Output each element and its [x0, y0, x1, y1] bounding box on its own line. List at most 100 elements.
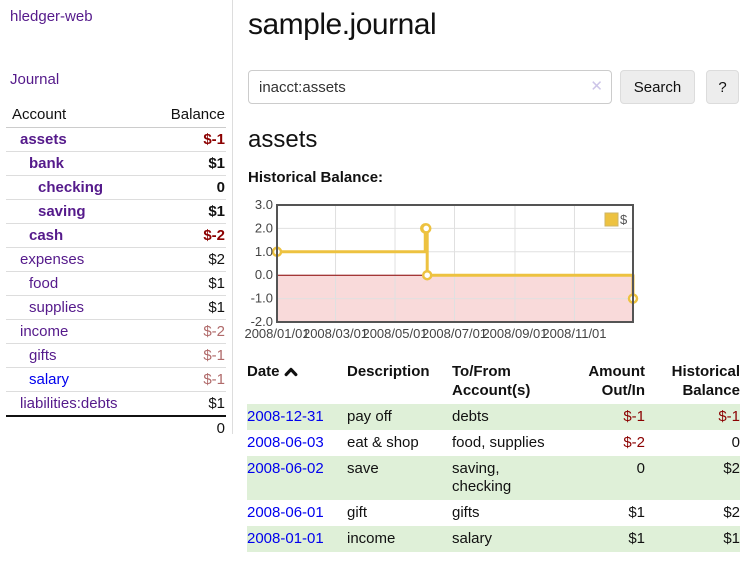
sidebar: hledger-web Journal Account Balance asse… — [0, 0, 233, 440]
account-link-checking[interactable]: checking — [38, 179, 104, 196]
transaction-date-link[interactable]: 2008-06-01 — [247, 504, 324, 521]
transaction-description: gift — [347, 504, 368, 521]
transaction-date-link[interactable]: 2008-06-03 — [247, 434, 324, 451]
transaction-row: 2008-06-02 save saving, checking 0 $2 — [247, 456, 740, 500]
svg-text:2008/07/01: 2008/07/01 — [422, 326, 487, 341]
account-link-expenses[interactable]: expenses — [20, 251, 85, 268]
account-balance: $-1 — [203, 131, 225, 148]
clear-search-icon[interactable]: ✕ — [590, 78, 603, 95]
transaction-accounts: food, supplies — [452, 434, 545, 451]
account-row: saving $1 — [6, 199, 226, 224]
account-balance: $1 — [148, 199, 226, 224]
transaction-amount: $1 — [628, 504, 645, 521]
account-link-saving[interactable]: saving — [38, 203, 86, 220]
brand-link[interactable]: hledger-web — [10, 8, 93, 25]
svg-text:3.0: 3.0 — [255, 199, 273, 212]
page-title: sample.journal — [248, 8, 437, 41]
search-input[interactable] — [248, 70, 612, 104]
transaction-balance: $2 — [723, 504, 740, 521]
transaction-description: save — [347, 460, 379, 477]
transaction-row: 2008-01-01 income salary $1 $1 — [247, 526, 740, 552]
svg-text:2008/05/01: 2008/05/01 — [362, 326, 427, 341]
transaction-accounts: saving, checking — [452, 460, 512, 495]
account-link-gifts[interactable]: gifts — [29, 347, 57, 364]
transaction-balance: $2 — [723, 460, 740, 477]
account-row: liabilities:debts $1 — [6, 391, 226, 416]
account-balance: $-1 — [148, 343, 226, 368]
account-row: checking 0 — [6, 175, 226, 200]
transaction-amount: 0 — [636, 460, 645, 477]
register-col-accounts: To/From Account(s) — [452, 363, 531, 399]
account-row: cash $-2 — [6, 223, 226, 248]
account-row: food $1 — [6, 271, 226, 296]
account-link-salary[interactable]: salary — [29, 371, 70, 388]
svg-text:2008/01/01: 2008/01/01 — [245, 326, 310, 341]
account-heading: assets — [248, 126, 318, 153]
transaction-balance: 0 — [731, 434, 740, 451]
accounts-total-row: 0 — [6, 415, 226, 440]
svg-text:1.0: 1.0 — [255, 244, 273, 259]
transaction-accounts: gifts — [452, 504, 480, 521]
transaction-date-link[interactable]: 2008-01-01 — [247, 530, 324, 547]
svg-text:-1.0: -1.0 — [251, 291, 273, 306]
account-balance: $1 — [148, 271, 226, 296]
account-link-income[interactable]: income — [20, 323, 69, 340]
transaction-description: pay off — [347, 408, 392, 425]
svg-text:2008/03/01: 2008/03/01 — [303, 326, 368, 341]
register-col-description: Description — [347, 363, 430, 380]
account-row: expenses $2 — [6, 247, 226, 272]
account-balance: $-2 — [148, 223, 226, 248]
search-form: ✕ Search ? — [248, 70, 742, 104]
svg-text:2008/11/01: 2008/11/01 — [542, 326, 606, 341]
account-link-supplies[interactable]: supplies — [29, 299, 85, 316]
account-row: gifts $-1 — [6, 343, 226, 368]
svg-text:2.0: 2.0 — [255, 220, 273, 235]
accounts-table-header: Account Balance — [6, 103, 226, 128]
account-link-liabilities-debts[interactable]: liabilities:debts — [20, 395, 118, 412]
search-input-wrap: ✕ — [248, 70, 612, 104]
account-row: assets $-1 — [6, 128, 226, 152]
svg-text:-2.0: -2.0 — [251, 314, 273, 329]
transaction-date-link[interactable]: 2008-06-02 — [247, 460, 324, 477]
account-row: bank $1 — [6, 151, 226, 176]
transaction-description: income — [347, 530, 396, 547]
transaction-amount: $-1 — [623, 408, 645, 425]
transaction-row: 2008-12-31 pay off debts $-1 $-1 — [247, 404, 740, 430]
account-row: salary $-1 — [6, 367, 226, 392]
account-balance: $1 — [148, 391, 226, 416]
transaction-balance: $1 — [723, 530, 740, 547]
accounts-table: Account Balance assets $-1 bank $1 checking 0… — [6, 103, 226, 440]
register-col-amount: Amount Out/In — [588, 363, 645, 399]
transaction-amount: $1 — [628, 530, 645, 547]
register-col-date[interactable]: Date — [247, 360, 347, 404]
sidebar-item-journal[interactable]: Journal — [10, 71, 60, 88]
account-balance: $1 — [148, 295, 226, 320]
account-link-cash[interactable]: cash — [29, 227, 64, 244]
accounts-total-balance: 0 — [148, 415, 226, 440]
account-balance: 0 — [148, 175, 226, 200]
search-button[interactable]: Search — [620, 70, 695, 104]
account-link-food[interactable]: food — [29, 275, 59, 292]
account-link-bank[interactable]: bank — [29, 155, 65, 172]
transaction-row: 2008-06-01 gift gifts $1 $2 — [247, 500, 740, 526]
historical-balance-chart: $3.0 2.0 1.0 0.0 -1.0 -2.02008/01/012008/03/0… — [245, 199, 639, 341]
transaction-amount: $-2 — [623, 434, 645, 451]
account-balance: $-1 — [148, 367, 226, 392]
accounts-col-account: Account — [6, 103, 149, 128]
transaction-row: 2008-06-03 eat & shop food, supplies $-2 0 — [247, 430, 740, 456]
accounts-col-balance: Balance — [148, 103, 226, 128]
transaction-accounts: salary — [452, 530, 493, 547]
help-button[interactable]: ? — [706, 70, 739, 104]
account-row: income $-2 — [6, 319, 226, 344]
transaction-balance: $-1 — [718, 408, 740, 425]
account-balance: $-2 — [148, 319, 226, 344]
account-link-assets[interactable]: assets — [20, 131, 67, 148]
svg-text:0.0: 0.0 — [255, 267, 273, 282]
account-row: supplies $1 — [6, 295, 226, 320]
register-table: Date Description To/From Account(s) Amou… — [247, 360, 740, 552]
main-content: sample.journal ✕ Search ? assets Histori… — [245, 0, 742, 582]
transaction-date-link[interactable]: 2008-12-31 — [247, 408, 324, 425]
chart-title: Historical Balance: — [248, 169, 384, 186]
sort-ascending-icon — [284, 363, 298, 382]
register-header-row: Date Description To/From Account(s) Amou… — [247, 360, 740, 404]
